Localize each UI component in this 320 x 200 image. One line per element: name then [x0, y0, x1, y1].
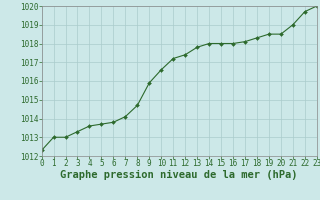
- X-axis label: Graphe pression niveau de la mer (hPa): Graphe pression niveau de la mer (hPa): [60, 170, 298, 180]
